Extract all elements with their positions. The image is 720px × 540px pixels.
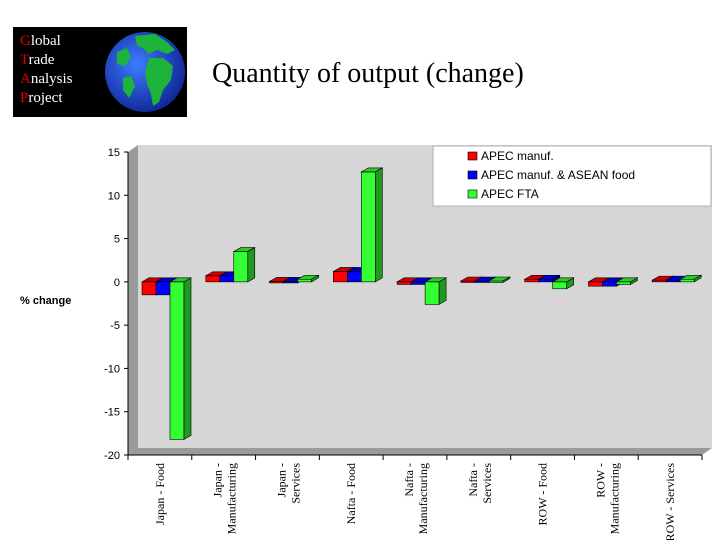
- plot-floor: [128, 448, 712, 455]
- bar-side: [247, 247, 256, 283]
- logo-line: Trade: [20, 51, 73, 70]
- bar-side: [566, 277, 574, 290]
- x-tick-label-line: Nafta -: [466, 463, 480, 497]
- bar-front: [205, 275, 221, 283]
- y-tick-label: -5: [110, 320, 120, 332]
- bar-front: [602, 281, 617, 287]
- bar-side: [693, 274, 702, 283]
- x-tick-label-line: Nafta -: [402, 463, 416, 497]
- logo-text: Global Trade Analysis Project: [20, 32, 73, 108]
- bar: [423, 277, 448, 305]
- bar: [679, 274, 703, 283]
- logo-initial: P: [20, 90, 29, 106]
- bar: [232, 247, 256, 283]
- x-tick-label: ROW - Services: [663, 463, 677, 540]
- plot-side-wall: [128, 145, 138, 455]
- x-tick-label: ROW - Food: [536, 463, 550, 525]
- bar: [360, 167, 384, 283]
- bar: [168, 277, 193, 440]
- x-tick-label-line: Manufacturing: [607, 463, 621, 534]
- x-tick-label-line: Japan -: [211, 463, 225, 497]
- bar-front: [141, 281, 157, 296]
- bar-front: [679, 278, 695, 283]
- bar-front: [552, 281, 567, 290]
- x-tick-label: Nafta -Services: [466, 463, 494, 504]
- x-tick-label-line: Services: [480, 463, 494, 504]
- legend-swatch: [467, 151, 478, 161]
- x-tick-label-line: ROW - Services: [663, 463, 677, 540]
- x-tick-label: Japan -Manufacturing: [211, 463, 239, 534]
- bar-front: [333, 271, 348, 283]
- bar: [296, 274, 320, 283]
- x-tick-label: Nafta -Manufacturing: [402, 463, 430, 534]
- logo-line: Analysis: [20, 70, 73, 89]
- bar-side: [630, 277, 638, 285]
- bar: [615, 277, 639, 285]
- bar-front: [169, 281, 185, 440]
- legend-swatch: [467, 170, 478, 180]
- logo-line: Project: [20, 89, 73, 108]
- bar-side: [502, 276, 511, 284]
- bar-front: [219, 275, 235, 283]
- logo-initial: A: [20, 71, 31, 87]
- bar-front: [410, 281, 426, 285]
- x-tick-label-line: Services: [288, 463, 302, 504]
- logo-word-rest: rade: [28, 52, 55, 68]
- bar-front: [538, 278, 553, 283]
- bar-front: [424, 281, 440, 305]
- bar-side: [311, 274, 319, 283]
- bar: [551, 277, 575, 290]
- gtap-logo: Global Trade Analysis Project: [13, 27, 187, 117]
- logo-initial: T: [20, 52, 29, 68]
- bar: [487, 276, 512, 284]
- y-tick-label: -15: [104, 407, 120, 419]
- x-tick-label-line: Japan - Food: [153, 463, 167, 525]
- bar-side: [375, 167, 383, 283]
- bar-front: [396, 281, 412, 285]
- x-tick-label-line: Japan -: [274, 463, 288, 497]
- y-axis-label: % change: [20, 295, 71, 307]
- bar-front: [616, 281, 631, 285]
- legend-label: APEC FTA: [481, 187, 539, 201]
- logo-word-rest: nalysis: [30, 71, 73, 87]
- y-tick-label: 10: [108, 190, 120, 202]
- x-tick-label-line: Manufacturing: [416, 463, 430, 534]
- y-tick-label: 0: [114, 277, 120, 289]
- slide-title: Quantity of output (change): [212, 58, 524, 89]
- x-tick-label-line: ROW -: [593, 463, 607, 498]
- bar-front: [233, 251, 249, 283]
- legend-swatch: [467, 189, 478, 199]
- bar-side: [438, 277, 447, 305]
- bar-front: [588, 281, 603, 287]
- x-tick-label: Japan - Food: [153, 463, 167, 525]
- logo-initial: G: [20, 33, 31, 49]
- x-tick-label-line: Manufacturing: [225, 463, 239, 534]
- logo-line: Global: [20, 32, 73, 51]
- bar: [537, 274, 561, 283]
- x-tick-label: Japan -Services: [274, 463, 302, 504]
- bar-front: [297, 278, 312, 283]
- bar-side: [183, 277, 192, 440]
- y-tick-label: 5: [114, 234, 120, 246]
- legend-box: [432, 145, 712, 207]
- x-tick-label-line: Nafta - Food: [344, 463, 358, 524]
- legend-label: APEC manuf. & ASEAN food: [481, 168, 635, 182]
- x-tick-label: ROW -Manufacturing: [593, 463, 621, 534]
- y-tick-label: 15: [108, 147, 120, 159]
- legend-label: APEC manuf.: [481, 149, 554, 163]
- x-tick-label: Nafta - Food: [344, 463, 358, 524]
- bar-front: [347, 271, 362, 283]
- y-tick-label: -10: [104, 363, 120, 375]
- bar-front: [361, 171, 376, 283]
- bar-front: [155, 281, 171, 296]
- x-tick-label-line: ROW - Food: [536, 463, 550, 525]
- bar-front: [524, 278, 539, 283]
- logo-word-rest: roject: [28, 90, 63, 106]
- logo-word-rest: lobal: [30, 33, 61, 49]
- globe-icon: [105, 32, 185, 112]
- y-tick-label: -20: [104, 450, 120, 462]
